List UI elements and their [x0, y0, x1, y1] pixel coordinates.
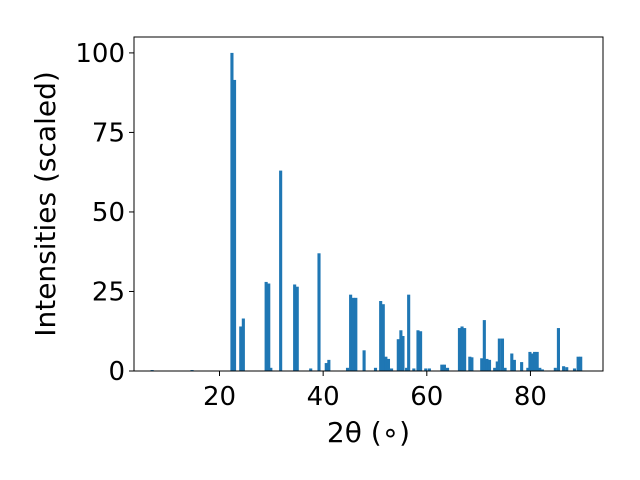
plot-frame	[133, 36, 604, 372]
bar	[405, 367, 409, 371]
bar	[572, 368, 577, 371]
bar	[232, 79, 237, 371]
bar	[309, 368, 313, 371]
bar	[349, 294, 353, 371]
bar	[345, 367, 350, 371]
bar	[379, 301, 383, 371]
bar	[424, 368, 428, 371]
x-axis-ticks: 20 40 60 80	[203, 371, 547, 412]
bar	[500, 338, 505, 371]
bar	[482, 320, 486, 371]
bar	[230, 52, 234, 372]
bar	[565, 367, 569, 371]
bar	[457, 328, 462, 371]
y-tick-label: 75	[92, 118, 125, 148]
bar	[485, 358, 489, 371]
bar	[279, 170, 283, 371]
bar	[470, 357, 474, 371]
bar	[419, 331, 423, 371]
bar	[460, 326, 464, 371]
bar	[412, 368, 416, 371]
bar	[553, 367, 557, 371]
bar	[468, 356, 472, 371]
bar	[324, 363, 328, 371]
y-tick-label: 25	[92, 277, 125, 307]
bar	[495, 361, 499, 371]
bar	[396, 339, 400, 371]
bar	[327, 359, 331, 371]
bar	[269, 367, 273, 371]
bar	[386, 358, 391, 371]
bar	[384, 356, 388, 371]
bar	[533, 351, 537, 371]
bar	[381, 304, 385, 371]
bar	[540, 369, 544, 371]
y-tick-label: 50	[92, 198, 125, 228]
bar	[442, 364, 446, 371]
bar	[480, 358, 484, 371]
y-tick-label: 0	[108, 357, 125, 387]
y-axis-ticks: 0 25 50 75 100	[75, 39, 134, 387]
bar	[427, 368, 431, 371]
bar	[239, 326, 243, 371]
bar	[538, 367, 542, 371]
bar	[401, 336, 405, 371]
x-tick-label: 40	[307, 382, 340, 412]
bar	[503, 367, 507, 371]
bar	[399, 330, 403, 371]
x-tick-label: 60	[410, 382, 443, 412]
bar	[556, 328, 560, 371]
x-tick-label: 20	[203, 382, 236, 412]
bar	[528, 351, 532, 371]
bar	[512, 359, 516, 371]
y-axis-label: Intensities (scaled)	[29, 71, 62, 337]
bar	[520, 362, 524, 371]
bar	[373, 367, 378, 371]
bar	[407, 294, 411, 371]
bar	[526, 367, 530, 371]
bar	[497, 338, 501, 371]
x-axis-label: 2θ (∘)	[327, 416, 410, 449]
bar	[317, 253, 321, 371]
bar	[487, 359, 492, 371]
x-tick-label: 80	[514, 382, 547, 412]
bar	[576, 356, 580, 371]
bar	[390, 368, 394, 371]
bar	[293, 284, 297, 371]
bar	[295, 286, 299, 371]
bar	[440, 364, 444, 371]
bar	[463, 328, 467, 371]
bars-group	[150, 52, 583, 372]
bar	[535, 351, 539, 371]
bar	[362, 350, 366, 371]
bar	[416, 330, 420, 371]
bar	[351, 297, 355, 371]
bar	[562, 366, 566, 371]
bar	[493, 367, 497, 371]
bar	[241, 318, 245, 371]
bar	[510, 353, 514, 371]
bar	[530, 353, 535, 371]
bar	[579, 356, 583, 371]
bar	[354, 297, 358, 371]
bar	[267, 283, 271, 371]
bar	[445, 367, 450, 371]
bar	[264, 281, 268, 371]
y-tick-label: 100	[75, 39, 125, 69]
